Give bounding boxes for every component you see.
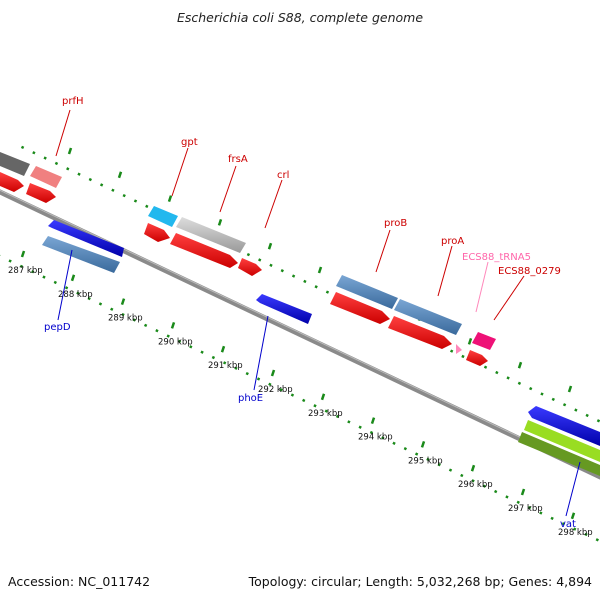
gene-red-proB[interactable] [330, 292, 390, 324]
gene-red-prfH[interactable] [26, 183, 56, 203]
major-tick-inner [370, 417, 376, 424]
inner-tick-ring [0, 243, 600, 555]
gene-prfH[interactable] [30, 166, 62, 188]
major-tick-inner [470, 464, 476, 472]
gene-features [0, 152, 600, 476]
label-frsA: frsA [228, 154, 248, 165]
genome-track [0, 145, 600, 555]
gene-steel-pepD[interactable] [42, 236, 120, 273]
accession-text: Accession: NC_011742 [8, 574, 151, 589]
label-crl: crl [277, 170, 289, 181]
scale-label: 288 kbp [58, 290, 93, 300]
scale-label: 293 kbp [308, 409, 343, 419]
gene-crl[interactable] [238, 258, 262, 276]
label-prfH: prfH [62, 96, 84, 107]
gene-pepD[interactable] [48, 220, 124, 257]
leader-lines [55, 109, 581, 517]
major-tick-inner [220, 345, 226, 353]
label-proA: proA [441, 236, 464, 247]
major-tick-outer [217, 219, 223, 226]
scale-label: 289 kbp [108, 314, 143, 324]
gene-red-gpt[interactable] [144, 223, 170, 242]
major-tick-outer [317, 266, 323, 274]
label-proB: proB [384, 218, 407, 229]
gene-red-proA[interactable] [388, 316, 452, 349]
gene-frsA[interactable] [176, 217, 246, 253]
gene-vat[interactable] [528, 406, 600, 446]
major-tick-outer [517, 361, 523, 369]
label-gpt: gpt [181, 137, 198, 148]
major-tick-outer [67, 147, 73, 155]
major-tick-inner [20, 250, 26, 258]
major-tick-inner [320, 393, 326, 401]
scale-label: 297 kbp [508, 504, 543, 514]
scale-label: 290 kbp [158, 337, 193, 347]
gene-trna[interactable] [456, 344, 462, 354]
label-vat: vat [560, 519, 576, 530]
gene-proA[interactable] [394, 299, 462, 335]
major-tick-inner [270, 369, 276, 377]
gene-red-frsA[interactable] [170, 233, 238, 268]
major-tick-inner [70, 274, 76, 282]
gene-phoE[interactable] [256, 294, 312, 324]
label-pepD: pepD [44, 322, 71, 333]
gene-green-1[interactable] [524, 420, 600, 462]
label-phoE: phoE [238, 393, 263, 404]
major-tick-inner [420, 441, 426, 448]
major-tick-inner [120, 298, 126, 305]
major-tick-inner [520, 488, 526, 496]
gene-red-left-1[interactable] [0, 172, 24, 192]
genome-title: Escherichia coli S88, complete genome [176, 10, 424, 25]
topology-text: Topology: circular; Length: 5,032,268 bp… [248, 574, 592, 589]
major-tick-inner [570, 512, 576, 520]
major-tick-outer [267, 242, 273, 250]
scale-label: 298 kbp [558, 528, 593, 538]
gene-red-0279[interactable] [466, 350, 488, 366]
major-tick-outer [567, 385, 573, 393]
major-tick-inner [170, 322, 176, 329]
major-tick-outer [117, 171, 123, 179]
gene-ECS88-0279[interactable] [472, 332, 496, 350]
scale-label: 295 kbp [408, 456, 443, 466]
gene-gpt[interactable] [148, 206, 178, 227]
label-ECS88-tRNA5: ECS88_tRNA5 [462, 252, 531, 263]
scale-label: 291 kbp [208, 361, 243, 371]
major-ticks [20, 147, 576, 520]
scale-label: 296 kbp [458, 480, 493, 490]
scale-label: 292 kbp [258, 385, 293, 395]
scale-labels: 287 kbp 288 kbp 289 kbp 290 kbp 291 kbp 292 k… [8, 266, 593, 538]
major-tick-outer [467, 338, 473, 345]
major-tick-outer [167, 195, 173, 202]
backbone-highlight [0, 181, 600, 500]
scale-label: 287 kbp [8, 266, 43, 276]
genome-backbone [0, 181, 600, 504]
scale-label: 294 kbp [358, 433, 393, 443]
gene-gray-left[interactable] [0, 152, 30, 176]
gene-proB[interactable] [336, 275, 398, 309]
label-ECS88-0279: ECS88_0279 [498, 266, 561, 277]
outer-tick-ring [20, 145, 600, 457]
